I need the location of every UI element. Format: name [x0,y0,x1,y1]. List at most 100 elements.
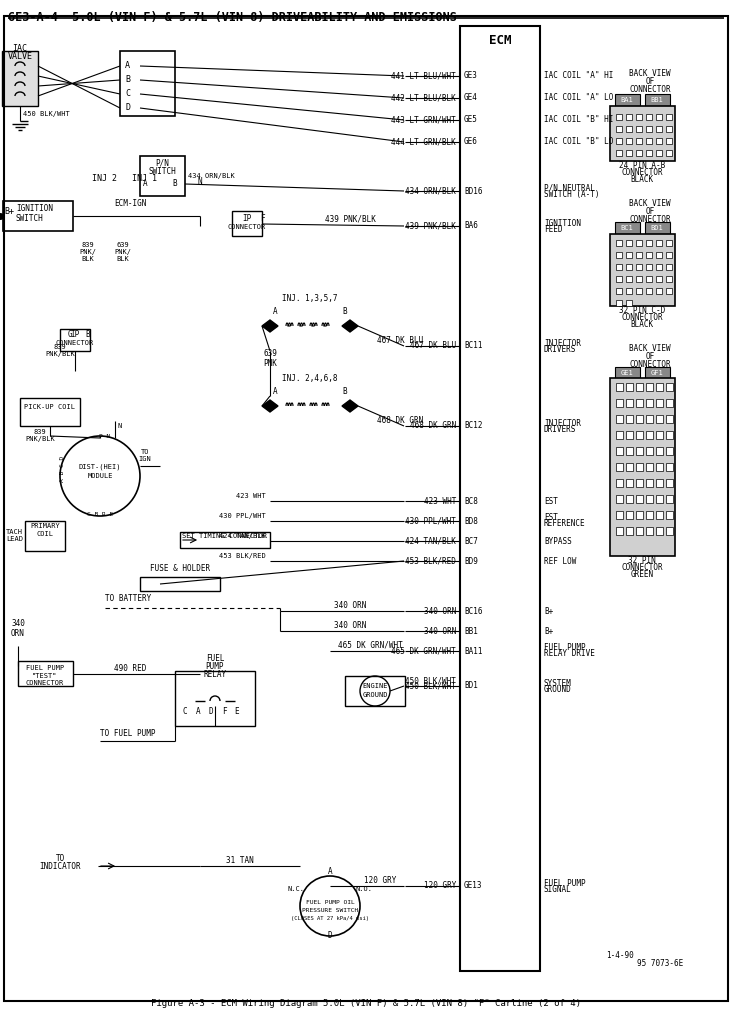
Text: P/N: P/N [155,158,169,168]
Text: 467 DK BLU: 467 DK BLU [377,336,423,345]
Bar [636,399,643,407]
Bar [616,264,622,270]
Bar [616,252,622,258]
Text: IP: IP [70,330,80,339]
Bar [615,94,640,106]
Text: IAC: IAC [12,44,28,53]
Text: ENGINE: ENGINE [362,683,388,689]
Text: Figure A-3 - ECM Wiring Diagram 5.0L (VIN F) & 5.7L (VIN 8) "F" Carline (2 of 4): Figure A-3 - ECM Wiring Diagram 5.0L (VI… [151,999,581,1008]
Bar [626,300,632,306]
Text: BD16: BD16 [464,187,482,195]
Text: D: D [328,931,332,940]
Text: B: B [343,387,347,396]
Bar [626,415,633,423]
Bar [626,252,632,258]
Text: F: F [260,214,264,223]
Bar [626,479,633,487]
Text: INJ. 1,3,5,7: INJ. 1,3,5,7 [283,294,337,303]
Text: TO FUEL PUMP: TO FUEL PUMP [100,729,155,738]
Bar [666,415,673,423]
Text: A: A [273,387,277,396]
Text: ECM-IGN: ECM-IGN [113,199,146,208]
Text: 430 PPL/WHT: 430 PPL/WHT [220,513,266,519]
Text: B+: B+ [4,207,14,216]
Bar [626,447,633,455]
Bar [616,114,622,120]
Bar [626,463,633,471]
Bar [626,114,632,120]
Text: INJECTOR: INJECTOR [544,338,581,347]
Text: 24 PIN A-B: 24 PIN A-B [619,161,665,170]
Text: 340 ORN: 340 ORN [334,621,366,630]
Text: BYPASS: BYPASS [544,536,572,546]
Text: A: A [328,867,332,876]
Bar [636,252,642,258]
Text: CONNECTOR: CONNECTOR [621,168,662,177]
Bar [636,264,642,270]
Text: BD9: BD9 [464,557,478,566]
Text: 468 DK GRN: 468 DK GRN [377,416,423,425]
Text: BC1: BC1 [621,225,633,231]
Text: BB1: BB1 [464,627,478,635]
Bar [616,447,623,455]
Bar [646,415,653,423]
Bar [636,383,643,391]
Bar [626,240,632,246]
Text: B: B [125,75,130,84]
Text: BC7: BC7 [464,536,478,546]
Text: 340 ORN: 340 ORN [424,607,456,616]
Bar [25,521,65,551]
Text: B: B [173,179,177,188]
Text: BACK VIEW: BACK VIEW [630,344,671,353]
Text: BC16: BC16 [464,607,482,616]
Text: FUEL PUMP: FUEL PUMP [26,665,64,671]
Text: BD1: BD1 [651,225,663,231]
Text: INJ 2: INJ 2 [92,174,118,183]
Bar [616,495,623,503]
Text: GE1: GE1 [621,370,633,376]
Text: TO BATTERY: TO BATTERY [105,594,152,604]
Text: MODULE: MODULE [87,473,113,479]
Bar [20,398,80,426]
Bar [626,527,633,535]
Text: SIGNAL: SIGNAL [544,885,572,893]
Text: DRIVERS: DRIVERS [544,425,576,434]
Bar [616,511,623,519]
Bar [140,156,185,196]
Text: OF: OF [646,77,654,86]
Text: "TEST": "TEST" [32,673,58,679]
Text: COIL: COIL [37,531,53,537]
Bar [656,495,663,503]
Bar [656,150,662,156]
Bar [646,383,653,391]
Text: 441 LT BLU/WHT: 441 LT BLU/WHT [391,71,456,80]
Bar [646,126,652,132]
Bar [656,276,662,282]
Bar [626,288,632,294]
Bar [616,431,623,439]
Bar [636,288,642,294]
Bar [626,264,632,270]
Bar [666,527,673,535]
Text: GROUND: GROUND [544,685,572,694]
Text: FUEL PUMP OIL: FUEL PUMP OIL [306,900,354,905]
Bar [616,463,623,471]
Bar [616,415,623,423]
Bar [626,511,633,519]
Bar [616,383,623,391]
Bar [2,51,38,106]
Bar [626,495,633,503]
Text: DRIVERS: DRIVERS [544,344,576,354]
Bar [646,150,652,156]
Bar [610,234,675,306]
Text: 31 TAN: 31 TAN [226,856,254,865]
Bar [636,447,643,455]
Text: IAC COIL "A" LO: IAC COIL "A" LO [544,93,613,103]
Text: DIST-(HEI): DIST-(HEI) [79,463,122,469]
Text: A B C D: A B C D [59,456,64,482]
Text: P N: P N [100,434,111,439]
Text: 465 DK GRN/WHT: 465 DK GRN/WHT [391,646,456,655]
Text: 340 ORN: 340 ORN [424,627,456,635]
Text: 443 LT GRN/WHT: 443 LT GRN/WHT [391,116,456,125]
Text: 442 LT BLU/BLK: 442 LT BLU/BLK [391,93,456,103]
